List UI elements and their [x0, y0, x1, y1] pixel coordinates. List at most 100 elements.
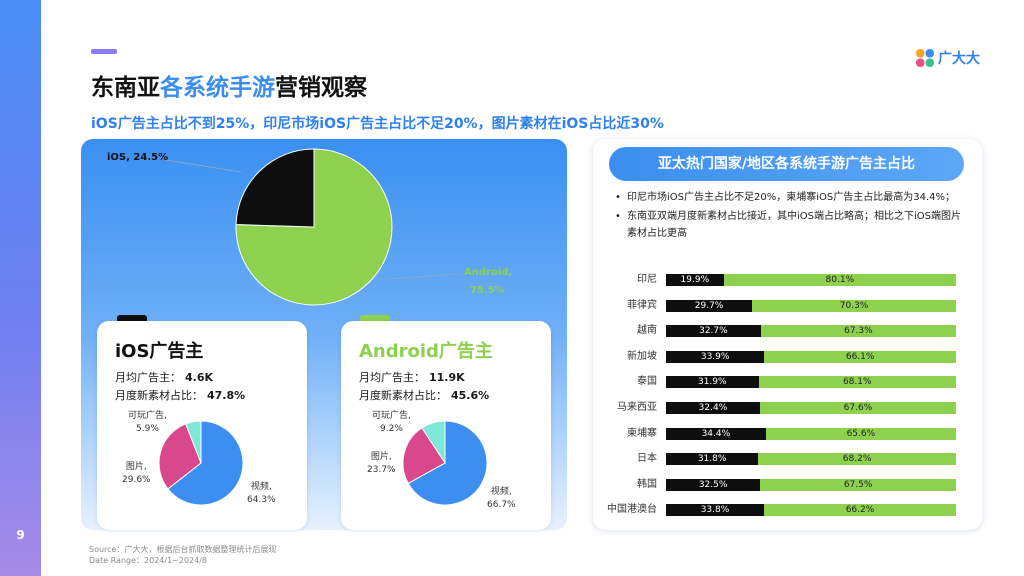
bar-track: 32.7% 67.3% — [666, 325, 956, 338]
bar-track: 29.7% 70.3% — [666, 299, 956, 312]
ios-video-label-2: 64.3% — [247, 495, 276, 505]
ios-new-creative-share: 月度新素材占比： 47.8% — [115, 387, 245, 403]
android-pie-slice-视频 — [407, 420, 488, 506]
android-creative-pie — [402, 420, 488, 506]
bar-segment-android: 68.1% — [758, 376, 956, 389]
bar-category-label: 菲律宾 — [627, 299, 657, 311]
ios-card-title: iOS广告主 — [115, 341, 204, 362]
android-card: Android广告主 月均广告主： 11.9K 月度新素材占比： 45.6% 可玩广… — [341, 321, 551, 530]
ios-image-label: 图片, 29.6% — [122, 461, 151, 487]
left-sidebar — [0, 0, 41, 576]
bar-segment-ios: 32.5% — [666, 478, 761, 491]
bar-segment-android: 67.5% — [760, 478, 956, 491]
android-card-title: Android广告主 — [359, 341, 493, 362]
android-image-label-2: 23.7% — [367, 465, 396, 475]
bar-track: 31.8% 68.2% — [666, 453, 956, 466]
android-image-label: 图片, 23.7% — [367, 451, 396, 477]
bar-category-label: 柬埔寨 — [627, 427, 657, 439]
ios-monthly-advertisers: 月均广告主： 4.6K — [115, 369, 213, 385]
bar-segment-android: 66.1% — [764, 350, 956, 363]
android-pie-slice-图片 — [402, 427, 446, 484]
android-video-label-2: 66.7% — [487, 500, 516, 510]
bar-segment-ios: 32.4% — [666, 402, 760, 414]
bar-segment-ios: 34.4% — [666, 427, 766, 440]
bar-track: 33.9% 66.1% — [666, 350, 956, 363]
title-part-1: 东南亚 — [91, 75, 160, 101]
ios-monthly-advertisers-value: 4.6K — [185, 371, 214, 384]
logo-text: 广大大 — [938, 51, 980, 67]
android-image-label-1: 图片, — [370, 452, 392, 462]
bar-row: 新加坡 33.9% 66.1% — [593, 347, 982, 367]
ios-video-label-1: 视频, — [250, 482, 272, 492]
insight-bullet-2: 东南亚双端月度新素材占比接近，其中iOS端占比略高；相比之下iOS端图片素材占比… — [613, 208, 963, 242]
brand-logo: 广大大 — [916, 48, 980, 68]
ios-monthly-advertisers-label: 月均广告主： — [115, 371, 181, 384]
android-video-label: 视频, 66.7% — [487, 486, 516, 512]
date-range-line: Date Range：2024/1~2024/8 — [89, 556, 208, 565]
ios-playable-label-2: 5.9% — [136, 424, 159, 434]
ios-video-label: 视频, 64.3% — [247, 481, 276, 507]
android-new-creative-share: 月度新素材占比： 45.6% — [359, 387, 489, 403]
android-playable-label-2: 9.2% — [380, 424, 403, 434]
bar-segment-ios: 31.9% — [666, 376, 759, 389]
bar-track: 33.8% 66.2% — [666, 504, 956, 517]
bar-category-label: 泰国 — [637, 376, 657, 388]
source-note: Source：广大大，根据后台抓取数据整理统计后展现 Date Range：20… — [89, 544, 276, 566]
bar-row: 印尼 19.9% 80.1% — [593, 270, 982, 290]
bar-row: 柬埔寨 34.4% 65.6% — [593, 424, 982, 444]
bar-segment-android: 67.3% — [760, 325, 956, 338]
bar-category-label: 印尼 — [637, 274, 657, 285]
android-monthly-advertisers: 月均广告主： 11.9K — [359, 369, 465, 385]
ios-pie-slice-图片 — [158, 423, 202, 490]
ios-creative-pie — [158, 420, 244, 506]
ios-playable-label: 可玩广告, 5.9% — [128, 410, 167, 436]
source-line: Source：广大大，根据后台抓取数据整理统计后展现 — [89, 545, 277, 554]
bar-segment-android: 70.3% — [752, 299, 956, 312]
bar-row: 韩国 32.5% 67.5% — [593, 475, 982, 495]
bar-segment-android: 67.6% — [759, 402, 956, 414]
ios-pie-slice-可玩广告 — [185, 420, 202, 464]
android-new-creative-value: 45.6% — [451, 389, 490, 402]
bar-track: 32.5% 67.5% — [666, 478, 956, 491]
bar-track: 34.4% 65.6% — [666, 427, 956, 440]
android-share-label-1: Android, — [464, 267, 513, 278]
ios-callout-line — [165, 159, 242, 173]
title-part-3: 营销观察 — [275, 75, 367, 101]
android-playable-label-1: 可玩广告, — [372, 411, 411, 421]
bar-segment-ios: 33.8% — [666, 504, 765, 517]
page-number: 9 — [16, 528, 25, 542]
bar-row: 菲律宾 29.7% 70.3% — [593, 296, 982, 316]
bar-row: 泰国 31.9% 68.1% — [593, 372, 982, 392]
bar-row: 日本 31.8% 68.2% — [593, 449, 982, 469]
bar-category-label: 日本 — [637, 453, 657, 465]
bar-category-label: 韩国 — [637, 478, 657, 490]
bar-category-label: 中国港澳台 — [607, 504, 657, 516]
main-pie-slice-ios — [235, 148, 315, 228]
bar-track: 32.4% 67.6% — [666, 402, 956, 414]
android-playable-label: 可玩广告, 9.2% — [372, 410, 411, 436]
page-title: 东南亚各系统手游营销观察 — [91, 68, 367, 102]
ios-share-label: iOS, 24.5% — [107, 152, 169, 163]
bar-category-label: 越南 — [637, 325, 657, 337]
android-monthly-advertisers-label: 月均广告主： — [359, 371, 425, 384]
bar-segment-android: 66.2% — [764, 504, 956, 517]
bar-segment-android: 80.1% — [723, 274, 956, 286]
bar-category-label: 马来西亚 — [617, 402, 657, 413]
bar-category-label: 新加坡 — [627, 350, 657, 362]
bar-segment-ios: 29.7% — [666, 299, 753, 312]
ios-new-creative-value: 47.8% — [207, 389, 246, 402]
bar-track: 19.9% 80.1% — [666, 274, 956, 286]
android-new-creative-label: 月度新素材占比： — [359, 389, 447, 402]
ios-image-label-2: 29.6% — [122, 475, 151, 485]
ios-card: iOS广告主 月均广告主： 4.6K 月度新素材占比： 47.8% 可玩广告, 5.9… — [97, 321, 307, 530]
ios-playable-label-1: 可玩广告, — [128, 411, 167, 421]
title-part-2: 各系统手游 — [160, 75, 275, 101]
insight-bullet-1: 印尼市场iOS广告主占比不足20%，柬埔寨iOS广告主占比最高为34.4%； — [613, 189, 963, 206]
title-accent-bar — [91, 49, 117, 54]
bar-track: 31.9% 68.1% — [666, 376, 956, 389]
ios-new-creative-label: 月度新素材占比： — [115, 389, 203, 402]
bar-segment-android: 68.2% — [758, 453, 956, 466]
bar-segment-ios: 31.8% — [666, 453, 759, 466]
logo-icon — [916, 49, 934, 67]
page-subtitle: iOS广告主占比不到25%，印尼市场iOS广告主占比不足20%，图片素材在iOS… — [91, 116, 664, 132]
